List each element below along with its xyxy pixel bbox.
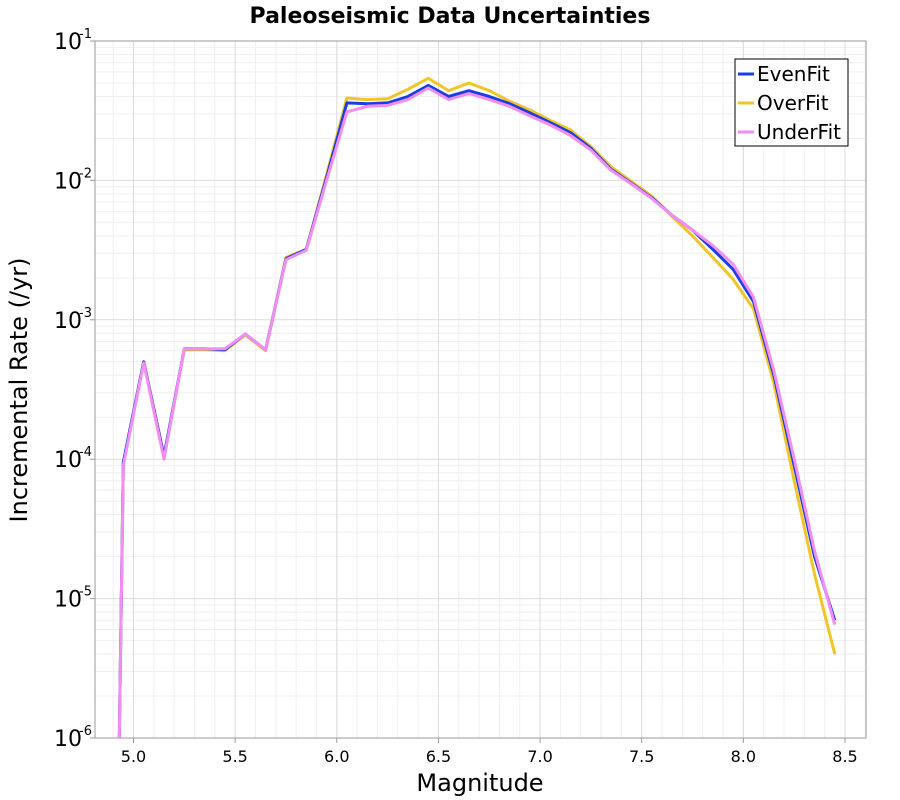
legend-label-evenfit: EvenFit (757, 62, 830, 86)
x-axis-ticks: 5.0 5.5 6.0 6.5 7.0 7.5 8.0 8.5 (121, 738, 858, 766)
series-line-overfit (117, 76, 837, 739)
x-tick-label: 7.5 (629, 747, 654, 766)
x-tick-label: 8.0 (731, 747, 756, 766)
y-tick-exponent: -5 (79, 585, 92, 600)
x-axis-label: Magnitude (416, 769, 543, 797)
plot-frame (94, 40, 867, 739)
y-axis-label: Incremental Rate (/yr) (5, 258, 33, 523)
legend-label-underfit: UnderFit (757, 120, 841, 144)
y-tick-label: 10 (54, 448, 82, 473)
y-tick-exponent: -2 (79, 166, 92, 181)
y-axis-ticks: 10-610-510-410-310-210-1 (54, 27, 95, 752)
y-tick-exponent: -4 (79, 445, 92, 460)
legend: EvenFit OverFit UnderFit (734, 58, 849, 147)
x-tick-label: 7.0 (527, 747, 552, 766)
y-tick-label: 10 (54, 727, 82, 752)
y-tick-exponent: -1 (79, 27, 92, 42)
x-tick-label: 6.5 (426, 747, 451, 766)
legend-label-overfit: OverFit (757, 91, 829, 115)
y-tick-exponent: -3 (79, 306, 92, 321)
y-tick-exponent: -6 (79, 724, 92, 739)
chart-title: Paleoseismic Data Uncertainties (250, 4, 651, 29)
y-tick-label: 10 (54, 588, 82, 613)
x-tick-label: 6.0 (324, 747, 349, 766)
y-tick-label: 10 (54, 169, 82, 194)
series-line-underfit (117, 86, 837, 739)
y-tick-label: 10 (54, 309, 82, 334)
series-layer (117, 76, 837, 739)
x-tick-label: 5.0 (121, 747, 146, 766)
x-tick-label: 8.5 (832, 747, 857, 766)
x-tick-label: 5.5 (222, 747, 247, 766)
y-tick-label: 10 (54, 30, 82, 55)
